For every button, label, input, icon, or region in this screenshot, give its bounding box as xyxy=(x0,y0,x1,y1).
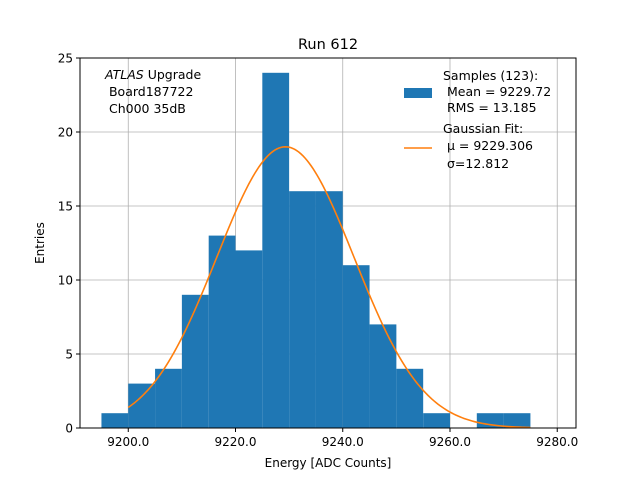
histogram-bar xyxy=(315,191,343,428)
histogram-bar xyxy=(181,294,209,428)
histogram-bar xyxy=(396,368,424,428)
legend-fit-line-2: μ = 9229.306 xyxy=(443,138,533,153)
x-tick-label: 9220.0 xyxy=(215,435,257,449)
histogram-bar xyxy=(208,235,236,428)
histogram-bar xyxy=(128,383,156,428)
legend-samples-line-3: RMS = 13.185 xyxy=(443,100,537,115)
y-tick-label: 10 xyxy=(58,274,73,288)
annotation-line-3: Ch000 35dB xyxy=(105,101,186,116)
axis-ticks: 9200.0 9220.0 9240.0 9260.0 9280.0 0 5 10 15 20 25 xyxy=(58,52,579,450)
x-axis-label: Energy [ADC Counts] xyxy=(265,456,392,470)
legend-fit-line-1: Gaussian Fit: xyxy=(443,121,523,136)
x-tick-label: 9240.0 xyxy=(322,435,364,449)
histogram-bar xyxy=(342,265,370,428)
atlas-annotation: ATLAS Upgrade Board187722 Ch000 35dB xyxy=(104,67,201,116)
histogram-bar xyxy=(289,191,316,428)
annotation-italic: ATLAS xyxy=(104,67,144,82)
y-tick-label: 20 xyxy=(58,126,73,140)
histogram-bar xyxy=(423,413,450,428)
legend-samples-swatch xyxy=(404,88,432,98)
x-tick-label: 9200.0 xyxy=(107,435,149,449)
histogram-bar xyxy=(235,250,263,428)
y-tick-label: 0 xyxy=(65,422,73,436)
histogram-bar xyxy=(155,368,182,428)
histogram-bar xyxy=(262,72,290,429)
y-tick-label: 15 xyxy=(58,200,73,214)
chart-title: Run 612 xyxy=(298,37,358,53)
plot-frame xyxy=(79,57,577,429)
annotation-text: Upgrade xyxy=(144,67,202,82)
legend-fit-line-3: σ=12.812 xyxy=(443,156,509,171)
histogram-bar xyxy=(503,413,531,428)
y-tick-label: 5 xyxy=(65,348,73,362)
y-axis-label: Entries xyxy=(33,222,47,264)
x-tick-label: 9260.0 xyxy=(429,435,471,449)
legend: Samples (123): Mean = 9229.72 RMS = 13.1… xyxy=(404,68,551,171)
gaussian-fit-curve xyxy=(127,145,531,429)
legend-samples-line-1: Samples (123): xyxy=(443,68,538,83)
histogram-bar xyxy=(369,324,397,428)
histogram-bar xyxy=(101,413,129,428)
annotation-line-1: ATLAS Upgrade xyxy=(104,67,201,82)
gaussian-fit-layer xyxy=(127,145,531,429)
x-tick-label: 9280.0 xyxy=(536,435,578,449)
y-tick-label: 25 xyxy=(58,52,73,66)
legend-samples-line-2: Mean = 9229.72 xyxy=(443,84,551,99)
annotation-line-2: Board187722 xyxy=(105,84,193,99)
